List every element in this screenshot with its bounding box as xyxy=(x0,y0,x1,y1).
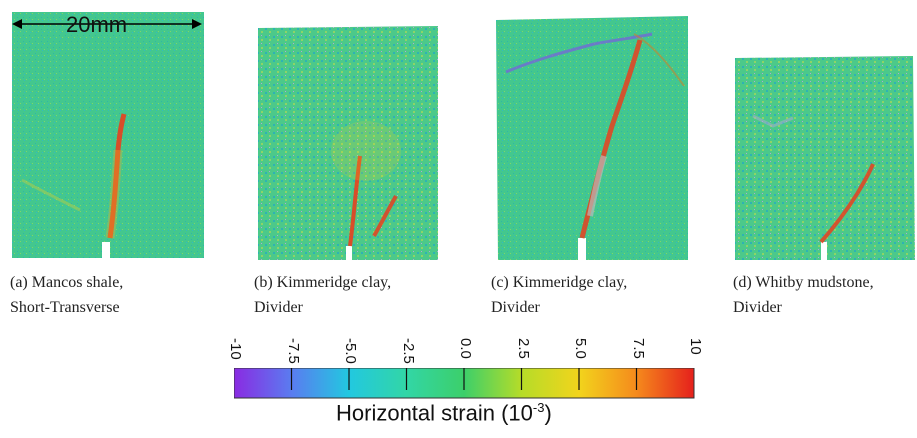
colorbar-tick-label: -2.5 xyxy=(399,338,417,364)
panel-a-caption-line1: (a) Mancos shale, xyxy=(10,274,124,291)
colorbar-title-suffix: ) xyxy=(544,400,552,426)
colorbar-tick-label: 0.0 xyxy=(457,338,474,359)
colorbar-tick-label: -5.0 xyxy=(342,338,359,364)
panel-a-strain-map xyxy=(10,10,206,262)
panel-c-strain-map xyxy=(494,16,690,262)
panel-a-caption-line2: Short-Transverse xyxy=(10,299,120,316)
scale-bar: 20mm xyxy=(10,10,204,38)
colorbar-tick-label: 5.0 xyxy=(572,338,589,359)
panel-c-caption-line1: (c) Kimmeridge clay, xyxy=(491,274,628,291)
panel-a-caption: (a) Mancos shale, Short-Transverse xyxy=(10,270,123,320)
colorbar-tick-label: -7.5 xyxy=(284,338,302,364)
panel-c-caption: (c) Kimmeridge clay, Divider xyxy=(491,270,627,320)
panel-d-strain-map xyxy=(733,56,917,262)
scale-bar-label: 20mm xyxy=(66,12,128,37)
panel-c-caption-line2: Divider xyxy=(491,299,540,316)
colorbar-tick-marks xyxy=(290,368,638,390)
colorbar-title: Horizontal strain (10-3) xyxy=(336,400,552,426)
colorbar-title-prefix: Horizontal strain (10 xyxy=(336,400,533,426)
panel-b-caption: (b) Kimmeridge clay, Divider xyxy=(254,270,391,320)
panel-b-caption-line1: (b) Kimmeridge clay, xyxy=(254,274,392,291)
colorbar-tick-label: 2.5 xyxy=(514,338,532,359)
colorbar-tick-label: -10 xyxy=(227,338,244,360)
colorbar-tick-label: 10 xyxy=(687,338,704,355)
panel-b-caption-line2: Divider xyxy=(254,299,303,316)
colorbar-tick-label: 7.5 xyxy=(629,338,647,359)
panel-d-caption-line1: (d) Whitby mudstone, xyxy=(733,274,874,291)
colorbar xyxy=(234,368,695,399)
panel-b-strain-map xyxy=(256,26,440,262)
panel-d-caption: (d) Whitby mudstone, Divider xyxy=(733,270,874,320)
panel-d-caption-line2: Divider xyxy=(733,299,782,316)
colorbar-title-exponent: -3 xyxy=(532,400,545,415)
